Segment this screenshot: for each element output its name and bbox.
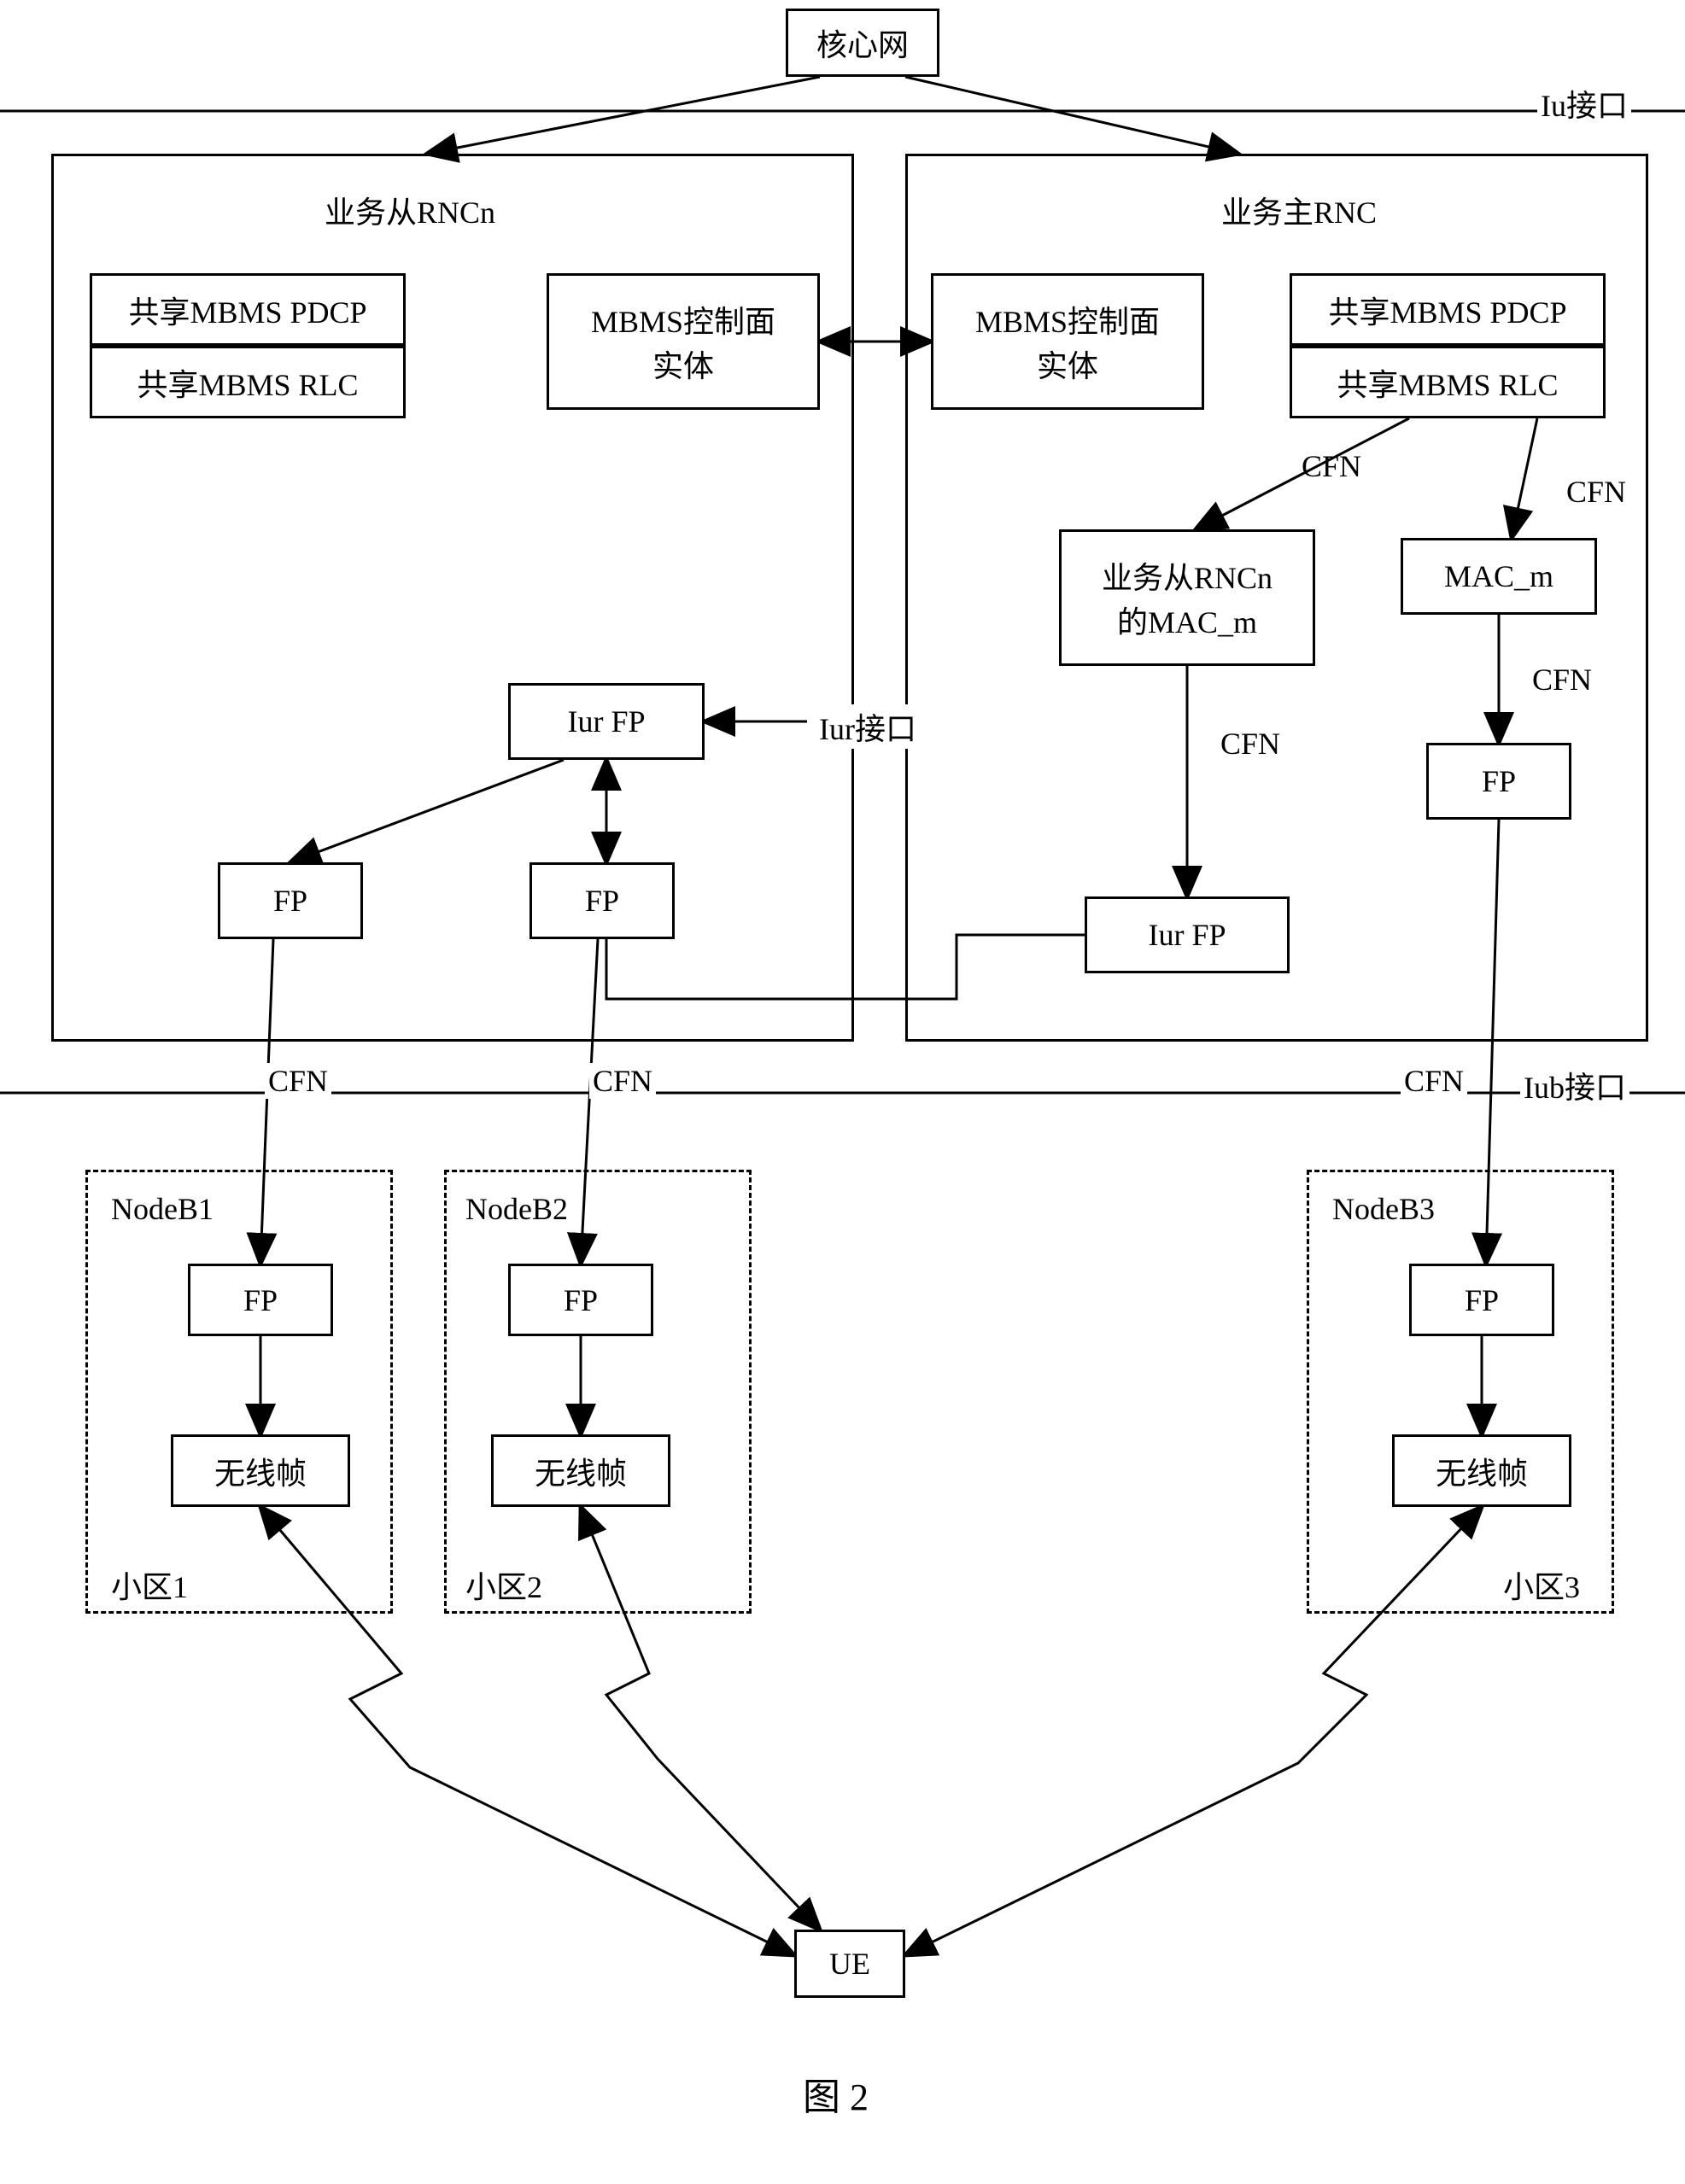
fp-left-2: FP — [529, 862, 675, 939]
pdcp-left: 共享MBMS PDCP — [90, 273, 406, 346]
nodeb2-title: NodeB2 — [465, 1191, 568, 1227]
cfn-label-m: CFN — [589, 1063, 656, 1099]
srncn-macm-box: 业务从RNCn 的MAC_m — [1059, 529, 1315, 666]
nodeb1-fp: FP — [188, 1264, 333, 1336]
diagram-canvas: 核心网 Iu接口 业务从RNCn 业务主RNC 共享MBMS PDCP 共享MB… — [0, 0, 1685, 2184]
cell1-label: 小区1 — [111, 1562, 188, 1607]
cfn-label-a: CFN — [1298, 448, 1365, 484]
iurfp-left: Iur FP — [508, 683, 705, 760]
nodeb1-radioframe: 无线帧 — [171, 1434, 350, 1507]
nodeb3-fp: FP — [1409, 1264, 1554, 1336]
figure-caption: 图 2 — [803, 2066, 869, 2121]
nodeb3-radioframe: 无线帧 — [1392, 1434, 1571, 1507]
cfn-label-d: CFN — [1529, 662, 1595, 698]
nodeb1-title: NodeB1 — [111, 1191, 214, 1227]
cell3-label: 小区3 — [1503, 1562, 1580, 1607]
iur-interface-label: Iur接口 — [816, 704, 920, 749]
nodeb3-container — [1307, 1170, 1614, 1614]
core-network-box: 核心网 — [786, 9, 939, 77]
pdcp-right: 共享MBMS PDCP — [1290, 273, 1606, 346]
rlc-right: 共享MBMS RLC — [1290, 346, 1606, 418]
ctrl-left: MBMS控制面 实体 — [547, 273, 820, 410]
nodeb2-fp: FP — [508, 1264, 653, 1336]
cfn-label-c: CFN — [1217, 726, 1284, 762]
cfn-label-r: CFN — [1401, 1063, 1467, 1099]
nodeb3-title: NodeB3 — [1332, 1191, 1435, 1227]
nodeb2-container — [444, 1170, 752, 1614]
iu-interface-label: Iu接口 — [1537, 81, 1631, 126]
nodeb2-radioframe: 无线帧 — [491, 1434, 670, 1507]
mrnc-title: 业务主RNC — [1221, 188, 1377, 232]
iurfp-right: Iur FP — [1085, 896, 1290, 973]
ue-box: UE — [794, 1930, 905, 1998]
ctrl-right: MBMS控制面 实体 — [931, 273, 1204, 410]
macm-box: MAC_m — [1401, 538, 1597, 615]
cfn-label-l: CFN — [265, 1063, 331, 1099]
fp-left-1: FP — [218, 862, 363, 939]
cfn-label-b: CFN — [1563, 474, 1629, 510]
fp-right: FP — [1426, 743, 1571, 820]
cell2-label: 小区2 — [465, 1562, 542, 1607]
srncn-title: 业务从RNCn — [325, 188, 495, 232]
nodeb1-container — [85, 1170, 393, 1614]
iub-interface-label: Iub接口 — [1520, 1063, 1629, 1107]
rlc-left: 共享MBMS RLC — [90, 346, 406, 418]
